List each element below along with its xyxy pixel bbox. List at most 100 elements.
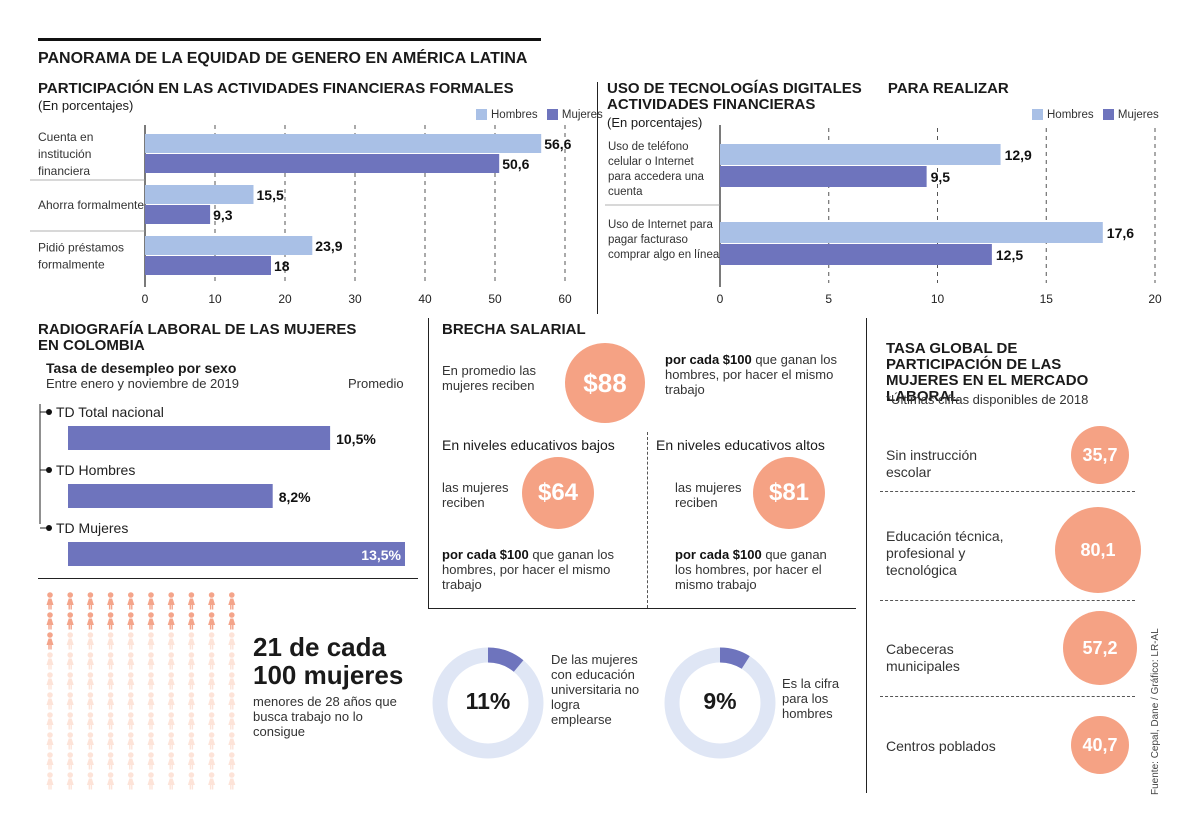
salary-main-tail-text: que ganan los hombres, por hacer el mism…	[665, 352, 838, 397]
data-label: 23,9	[315, 238, 342, 254]
woman-figure	[187, 672, 195, 690]
td-bar	[68, 542, 405, 566]
woman-figure	[107, 692, 115, 710]
donut-men-value: 9%	[703, 688, 737, 714]
salary-high-title: En niveles educativos altos	[656, 437, 825, 453]
woman-figure	[187, 632, 195, 650]
participation-value: 40,7	[1082, 734, 1118, 755]
woman-figure	[107, 672, 115, 690]
participation-title: TASA GLOBAL DE PARTICIPACIÓN DE LAS MUJE…	[886, 340, 1089, 405]
x-tick-label: 0	[142, 292, 149, 306]
donut-women	[432, 647, 544, 759]
woman-figure	[107, 772, 115, 790]
woman-figure	[66, 592, 74, 610]
bar-hombres	[145, 185, 254, 204]
bar-mujeres	[145, 256, 271, 275]
woman-figure	[127, 692, 135, 710]
woman-figure	[127, 712, 135, 730]
salary-low-intro: las mujeres reciben	[442, 480, 509, 510]
divider	[880, 696, 1135, 697]
woman-figure	[86, 752, 94, 770]
woman-figure	[228, 672, 236, 690]
woman-figure	[86, 672, 94, 690]
woman-figure	[107, 632, 115, 650]
digital-chart-title: USO DE TECNOLOGÍAS DIGITALES PARA REALIZ…	[607, 81, 1009, 113]
participation-circle: 80,1	[1055, 507, 1141, 593]
legend-hombres-label: Hombres	[1047, 109, 1094, 121]
legend-mujeres-swatch	[1102, 109, 1114, 121]
woman-figure	[107, 592, 115, 610]
salary-high-intro: las mujeres reciben	[675, 480, 742, 510]
woman-figure	[127, 612, 135, 630]
bar-mujeres	[145, 154, 500, 173]
woman-figure	[46, 672, 54, 690]
data-label: 56,6	[544, 136, 571, 152]
woman-figure	[147, 732, 155, 750]
salary-low-title: En niveles educativos bajos	[442, 437, 615, 453]
woman-figure	[228, 772, 236, 790]
woman-figure	[86, 652, 94, 670]
woman-figure	[66, 752, 74, 770]
top-rule	[38, 38, 541, 41]
woman-figure	[46, 712, 54, 730]
td-bar	[68, 484, 273, 508]
legend-mujeres-swatch	[546, 109, 558, 121]
category-label: Ahorra formalmente	[38, 198, 144, 212]
category-label: Pidió préstamos formalmente	[38, 241, 124, 272]
salary-low-circle: $64	[522, 457, 594, 529]
bar-hombres	[145, 134, 542, 153]
participation-label: Educación técnica, profesional y tecnoló…	[886, 528, 1004, 578]
woman-figure	[127, 592, 135, 610]
woman-figure	[167, 752, 175, 770]
labor-subtitle: Entre enero y noviembre de 2019	[46, 376, 239, 391]
x-tick-label: 20	[1148, 292, 1162, 306]
salary-high-tail-bold: por cada $100	[675, 547, 762, 562]
salary-low-tail: por cada $100 que ganan los hombres, por…	[442, 547, 632, 592]
woman-figure	[66, 612, 74, 630]
woman-figure	[127, 632, 135, 650]
digital-bar-chart: 0 5 10 15 20 Uso de teléfono celular o Interne…	[605, 125, 1162, 306]
participation-value: 35,7	[1082, 444, 1118, 465]
divider	[597, 82, 598, 314]
financial-chart-subtitle: (En porcentajes)	[38, 98, 134, 113]
woman-figure	[228, 632, 236, 650]
category-label: Cuenta en institución financiera	[38, 130, 93, 178]
bullet-dot	[46, 525, 52, 531]
salary-low-value: $64	[537, 479, 579, 506]
woman-figure	[208, 752, 216, 770]
woman-figure	[228, 712, 236, 730]
woman-figure	[187, 752, 195, 770]
legend-hombres-swatch	[1032, 109, 1043, 121]
td-bar	[68, 426, 331, 450]
woman-figure	[187, 712, 195, 730]
woman-figure	[187, 652, 195, 670]
woman-figure	[167, 652, 175, 670]
bar-hombres	[720, 144, 1001, 165]
woman-figure	[167, 632, 175, 650]
woman-figure	[167, 612, 175, 630]
woman-figure	[86, 612, 94, 630]
woman-figure	[66, 772, 74, 790]
unemployment-bar-chart: TD Total nacional 10,5% TD Hombres 8,2% TD M…	[39, 404, 405, 566]
labor-title: RADIOGRAFÍA LABORAL DE LAS MUJERES EN CO…	[38, 321, 357, 354]
woman-figure	[107, 652, 115, 670]
digital-title-line2: ACTIVIDADES FINANCIERAS	[607, 96, 816, 113]
data-label: 15,5	[257, 187, 284, 203]
woman-figure	[208, 592, 216, 610]
x-tick-label: 30	[348, 292, 362, 306]
participation-circle: 35,7	[1071, 426, 1129, 484]
x-tick-label: 10	[208, 292, 222, 306]
financial-bar-chart: 0 10 20 30 40 50 60 Cuenta en institución financi…	[30, 125, 572, 306]
woman-figure	[147, 632, 155, 650]
woman-figure	[208, 732, 216, 750]
woman-figure	[147, 712, 155, 730]
woman-figure	[46, 732, 54, 750]
salary-high-tail-text: que ganan los hombres, por hacer el mism…	[675, 547, 827, 592]
salary-low-tail-text: que ganan los hombres, por hacer el mism…	[442, 547, 615, 592]
woman-figure	[86, 692, 94, 710]
woman-figure	[167, 672, 175, 690]
participation-label: Cabeceras municipales	[886, 641, 960, 674]
woman-figure	[127, 672, 135, 690]
woman-figure	[127, 772, 135, 790]
financial-chart-title: PARTICIPACIÓN EN LAS ACTIVIDADES FINANCI…	[38, 80, 514, 97]
